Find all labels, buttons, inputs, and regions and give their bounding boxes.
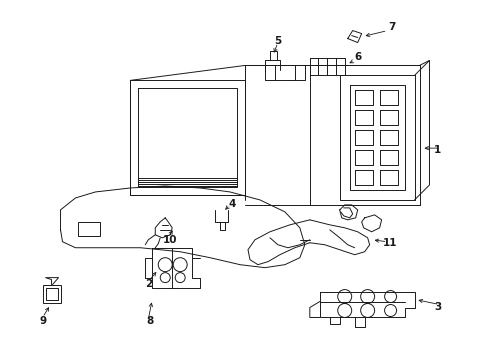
Text: 9: 9 [39,316,46,327]
Text: 7: 7 [388,22,395,32]
Bar [46,288,57,300]
Text: 10: 10 [163,235,177,245]
Text: 4: 4 [228,199,236,209]
Text: 11: 11 [382,238,397,248]
Bar [78,222,100,236]
Text: 8: 8 [147,316,154,327]
Text: 5: 5 [274,36,282,46]
Bar [43,285,61,302]
Text: 2: 2 [145,279,152,289]
Text: 3: 3 [434,302,441,311]
Text: 6: 6 [354,53,361,63]
Text: 1: 1 [434,145,441,155]
